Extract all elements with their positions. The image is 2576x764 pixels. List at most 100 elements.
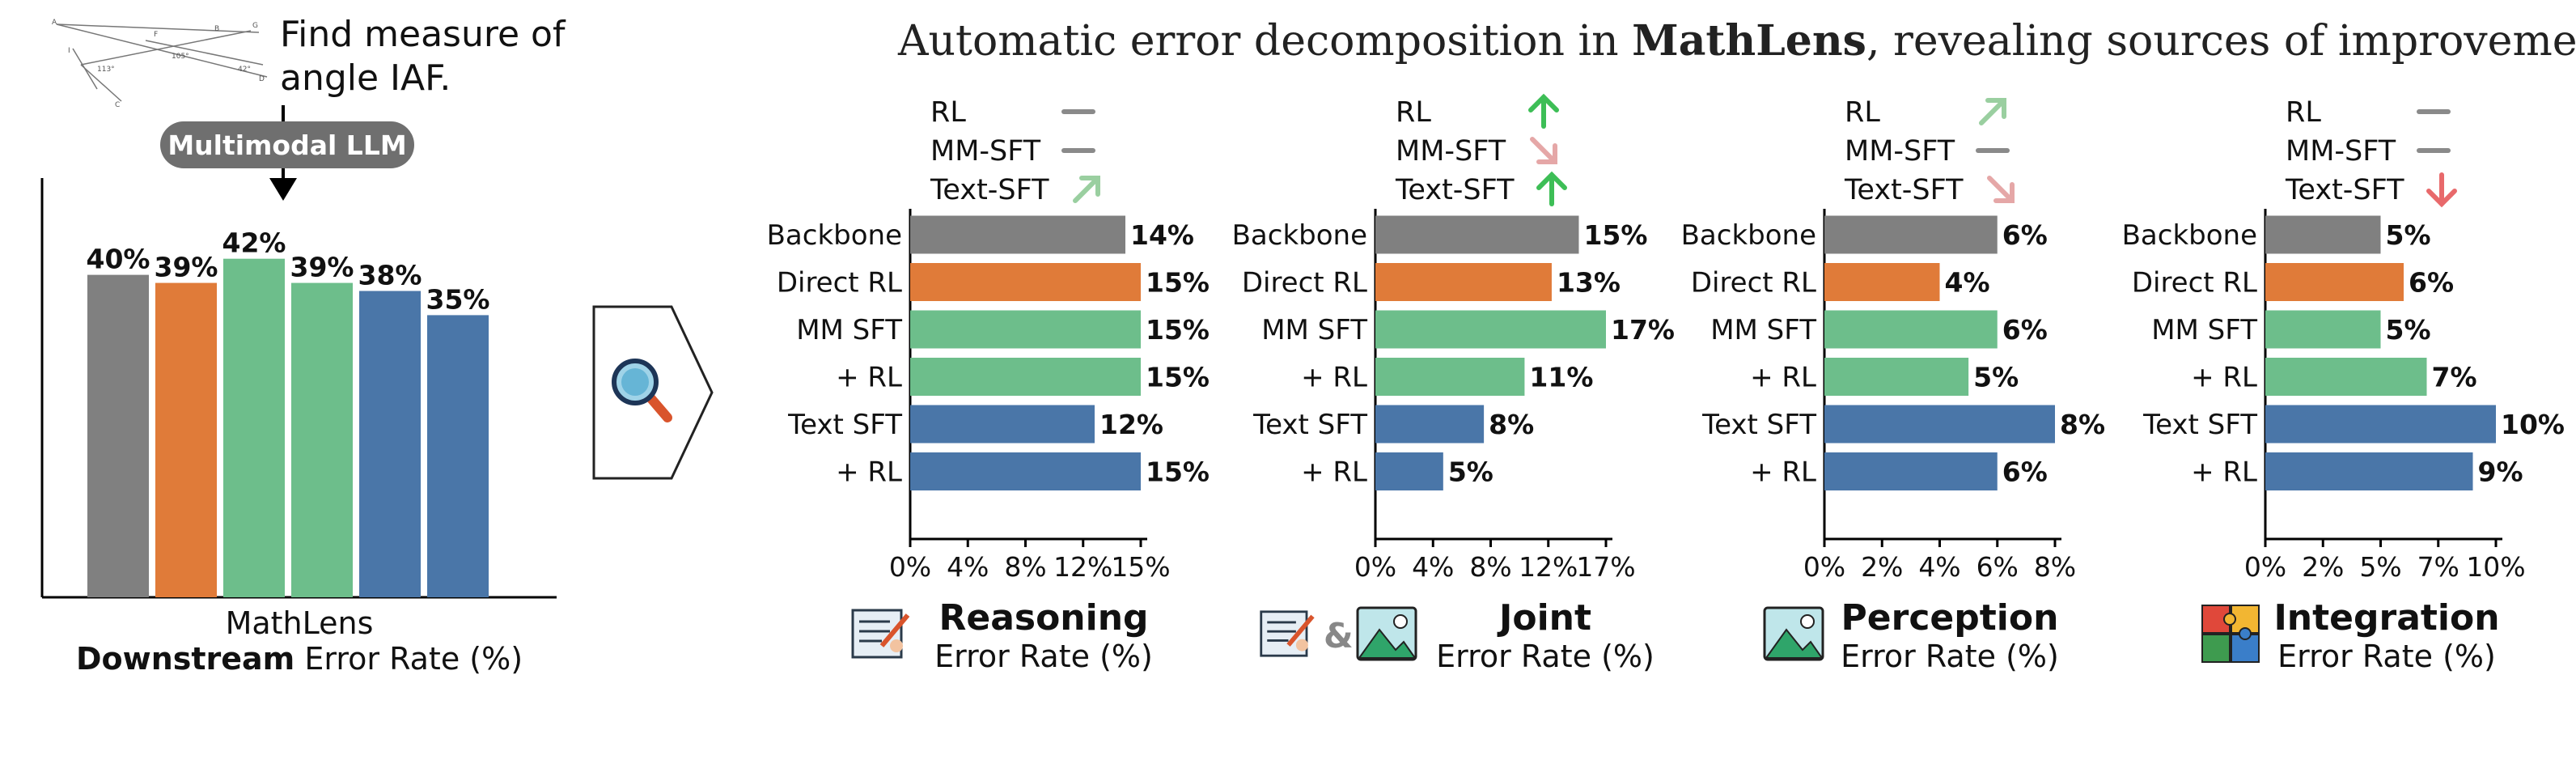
x-tick-label: 2% [2302,551,2344,583]
integration-xlabel: Error Rate (%) [2277,639,2496,674]
category-label: Backbone [767,219,902,252]
joint-title: Joint [1498,597,1592,639]
bar-data-label: 5% [2386,314,2431,346]
legend-label: RL [1845,96,1880,129]
panel-bar [2265,405,2496,444]
panel-bar [910,358,1141,396]
perception-title: Perception [1841,597,2059,639]
downstream-data-label: 42% [222,227,286,259]
downstream-bar [291,282,353,597]
downstream-data-label: 35% [426,283,490,315]
x-tick-label: 4% [1918,551,1960,583]
svg-text:F: F [154,31,158,39]
arrow-head [1079,176,1100,197]
x-tick-label: 8% [1469,551,1511,583]
bar-data-label: 6% [2002,314,2048,346]
x-tick-label: 15% [1111,551,1170,583]
category-label: + RL [836,456,902,489]
question-text: Find measure of angle IAF. [280,14,566,99]
bar-data-label: 8% [1489,409,1534,440]
panel-bar [910,263,1141,301]
category-label: Direct RL [2132,267,2257,299]
category-label: Text SFT [2142,409,2257,441]
category-label: Text SFT [787,409,902,441]
panel-bar [1375,310,1606,349]
downstream-bar [223,258,285,597]
x-tick-label: 6% [1976,551,2019,583]
downstream-caption: MathLens Downstream Error Rate (%) [32,605,566,677]
arrow-head [1985,98,2006,119]
downstream-bar [359,291,421,597]
category-label: MM SFT [1261,314,1367,346]
bar-data-label: 14% [1130,219,1194,251]
panel-bar [2265,310,2381,349]
arrow-head [1528,93,1559,112]
joint-notebook-icon [1260,610,1315,657]
downstream-caption-rest: Error Rate (%) [294,641,523,677]
geometry-figure-image: A F B G I 113° 105° 42° D C [52,19,268,109]
magnifier-icon [612,359,672,422]
downstream-bar-chart: 40% 39%42%39% 38%35% [40,178,557,599]
bar-data-label: 5% [1973,362,2019,393]
downstream-caption-bold: Downstream [75,641,295,677]
panel-bar [2265,452,2473,490]
bar-data-label: 13% [1557,267,1621,299]
x-tick-label: 4% [1412,551,1454,583]
down-arrow-icon [2426,172,2457,208]
category-label: Direct RL [1691,267,1816,299]
multimodal-llm-badge: Multimodal LLM [160,121,414,168]
category-label: Direct RL [1242,267,1367,299]
bar-data-label: 11% [1529,362,1593,393]
x-tick-label: 4% [947,551,989,583]
bar-data-label: 12% [1099,409,1163,440]
category-label: Direct RL [777,267,902,299]
downstream-data-label: 39% [290,252,354,283]
legend-label: Text-SFT [2285,174,2404,206]
legend-label: MM-SFT [930,135,1041,168]
category-label: Text SFT [1701,409,1816,441]
down-arrow-icon [1530,137,1557,164]
arrow-head [2426,189,2457,208]
arrow-head [1536,171,1567,190]
arrow-shaft [1979,98,2006,125]
up-arrow-icon [1528,93,1559,129]
downstream-data-label: 40% [87,244,150,275]
panel-bar [1824,358,1969,396]
x-tick-label: 5% [2359,551,2401,583]
perception-image-icon [1763,606,1824,661]
svg-text:42°: 42° [238,66,251,74]
panel-bar [2265,215,2381,254]
up-arrow-icon [1979,98,2006,125]
legend-label: RL [1396,96,1431,129]
legend-label: MM-SFT [2286,135,2396,168]
svg-text:&: & [1324,616,1353,654]
category-label: + RL [2191,362,2257,394]
x-tick-label: 10% [2466,551,2525,583]
bar-data-label: 9% [2478,456,2523,488]
arrow-shaft [1073,176,1100,203]
bar-data-label: 7% [2432,362,2477,393]
downstream-bar [155,282,217,597]
downstream-data-label: 39% [155,252,218,283]
panel-bar [1824,310,1998,349]
x-tick-label: 0% [1803,551,1845,583]
svg-text:B: B [214,25,219,33]
category-label: MM SFT [1710,314,1816,346]
panel-bar [910,405,1095,444]
up-arrow-icon [1536,171,1567,206]
bar-data-label: 8% [2060,409,2105,440]
x-tick-label: 0% [1354,551,1396,583]
category-label: + RL [2191,456,2257,489]
panel-bar [1824,405,2055,444]
svg-text:I: I [68,47,70,55]
downstream-caption-line1: MathLens [225,605,374,641]
reasoning-xlabel: Error Rate (%) [934,639,1153,674]
perception-caption: Perception Error Rate (%) [1828,597,2071,674]
panel-bar [910,452,1141,490]
bar-data-label: 6% [2409,267,2454,299]
down-arrow-icon [1987,176,2015,203]
bar-data-label: 5% [2386,219,2431,251]
legend-label: RL [2286,96,2321,129]
integration-caption: Integration Error Rate (%) [2265,597,2508,674]
svg-text:D: D [259,75,265,83]
